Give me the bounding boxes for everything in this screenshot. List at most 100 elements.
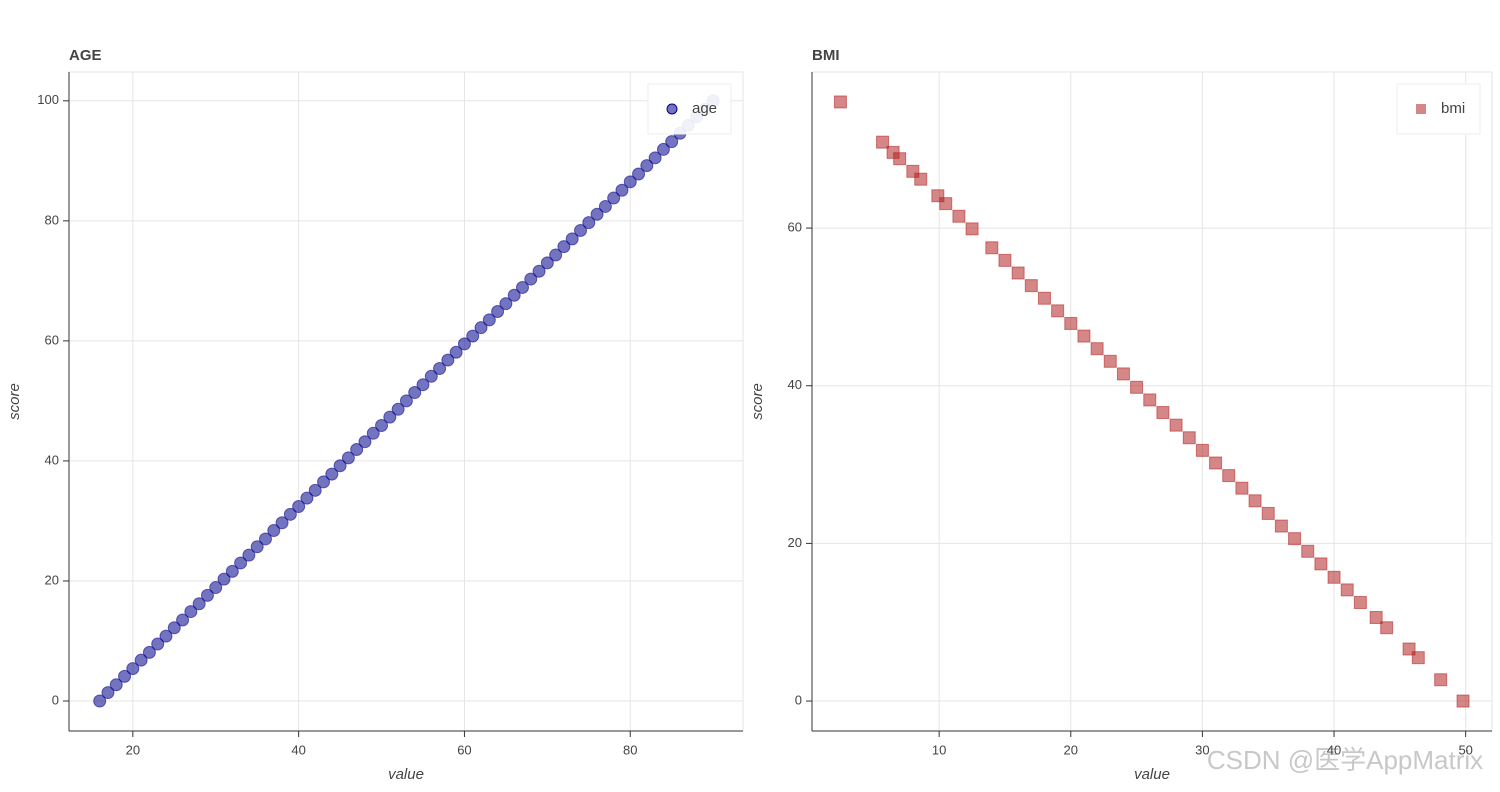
legend-box	[1396, 83, 1481, 135]
point	[1434, 673, 1448, 687]
legend-swatch	[666, 103, 678, 115]
point	[893, 152, 907, 166]
point	[607, 191, 621, 205]
legend-swatch	[1416, 104, 1426, 114]
y-tick-label: 60	[45, 332, 59, 347]
x-tick-label: 30	[1195, 742, 1209, 757]
point	[482, 313, 496, 327]
point	[1411, 651, 1425, 665]
point	[1143, 393, 1157, 407]
y-tick-label: 20	[788, 535, 802, 550]
point	[1369, 610, 1383, 624]
legend-label: bmi	[1441, 100, 1465, 117]
point	[507, 288, 521, 302]
x-tick-label: 60	[457, 742, 471, 757]
point	[375, 419, 389, 433]
point	[540, 256, 554, 270]
point	[640, 159, 654, 173]
point	[665, 135, 679, 149]
point	[1248, 494, 1262, 508]
y-tick-label: 40	[788, 377, 802, 392]
x-tick-label: 50	[1458, 742, 1472, 757]
chart-title: AGE	[69, 47, 102, 64]
point	[952, 209, 966, 223]
point	[1064, 316, 1078, 330]
point	[557, 240, 571, 254]
point	[275, 516, 289, 530]
point	[449, 345, 463, 359]
point	[965, 222, 979, 236]
point	[333, 459, 347, 473]
point	[1235, 481, 1249, 495]
point	[499, 297, 513, 311]
y-tick-label: 40	[45, 452, 59, 467]
point	[582, 216, 596, 230]
y-axis-label: score	[6, 383, 23, 420]
point	[939, 197, 953, 211]
point	[1077, 329, 1091, 343]
point	[998, 253, 1012, 267]
point	[574, 223, 588, 237]
point	[1314, 557, 1328, 571]
point	[134, 653, 148, 667]
point	[151, 637, 165, 651]
point	[590, 207, 604, 221]
point	[200, 588, 214, 602]
point	[1209, 456, 1223, 470]
point	[192, 597, 206, 611]
point	[1301, 544, 1315, 558]
point	[1051, 304, 1065, 318]
y-tick-label: 100	[37, 92, 59, 107]
point	[408, 385, 422, 399]
point	[615, 183, 629, 197]
point	[1011, 266, 1025, 280]
point	[101, 686, 115, 700]
point	[308, 483, 322, 497]
y-tick-label: 0	[795, 692, 802, 707]
point	[317, 475, 331, 489]
x-tick-label: 20	[1064, 742, 1078, 757]
point	[126, 662, 140, 676]
chart-title: BMI	[812, 47, 840, 64]
point	[283, 507, 297, 521]
point	[242, 548, 256, 562]
point	[565, 232, 579, 246]
point	[225, 564, 239, 578]
point	[1288, 532, 1302, 546]
y-tick-label: 0	[52, 692, 59, 707]
point	[1130, 380, 1144, 394]
y-tick-label: 20	[45, 572, 59, 587]
point	[598, 199, 612, 213]
point	[250, 540, 264, 554]
point	[300, 491, 314, 505]
point	[433, 361, 447, 375]
point	[176, 613, 190, 627]
x-axis-label: value	[388, 766, 424, 783]
point	[876, 135, 890, 149]
point	[985, 241, 999, 255]
point	[159, 629, 173, 643]
point	[1274, 519, 1288, 533]
point	[118, 669, 132, 683]
y-tick-label: 60	[788, 220, 802, 235]
y-tick-label: 80	[45, 212, 59, 227]
point	[1380, 621, 1394, 635]
point	[491, 304, 505, 318]
point	[416, 378, 430, 392]
point	[358, 435, 372, 449]
x-axis-label: value	[1134, 766, 1170, 783]
point	[1156, 406, 1170, 420]
point	[1222, 469, 1236, 483]
point	[1103, 354, 1117, 368]
point	[457, 337, 471, 351]
point	[167, 621, 181, 635]
point	[474, 321, 488, 335]
point	[399, 394, 413, 408]
x-tick-label: 40	[1327, 742, 1341, 757]
point	[1182, 431, 1196, 445]
point	[292, 500, 306, 514]
point	[914, 172, 928, 186]
x-tick-label: 40	[291, 742, 305, 757]
